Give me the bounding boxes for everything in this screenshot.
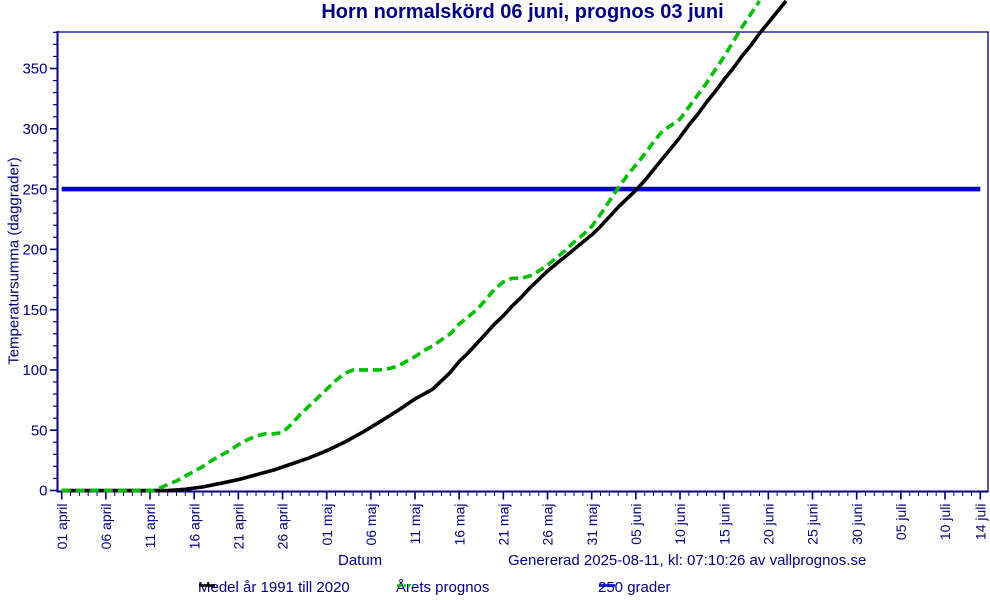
legend-item-forecast: Årets prognos [396,579,489,596]
svg-text:10 juni: 10 juni [672,504,688,545]
blue-line-swatch-icon [599,584,615,587]
y-axis-title: Temperatursumma (daggrader) [5,157,23,365]
svg-text:11 maj: 11 maj [407,504,423,545]
series-forecast-line [61,0,761,493]
svg-text:05 juli: 05 juli [893,504,909,541]
svg-text:06 maj: 06 maj [363,504,379,546]
svg-text:11 april: 11 april [142,504,158,549]
svg-text:150: 150 [22,302,47,319]
svg-text:06 april: 06 april [98,504,114,550]
svg-text:05 juni: 05 juni [628,504,644,545]
svg-text:250: 250 [22,181,47,198]
svg-text:16 april: 16 april [186,504,202,550]
legend-item-mean: Medel år 1991 till 2020 [198,579,350,596]
svg-text:30 juni: 30 juni [849,504,865,545]
green-dashed-line-swatch-icon [397,584,413,587]
svg-text:16 maj: 16 maj [451,504,467,546]
legend-label-forecast: Årets prognos [396,579,490,596]
svg-text:14 juli: 14 juli [973,504,989,541]
svg-text:15 juni: 15 juni [716,504,732,545]
svg-text:350: 350 [22,61,47,78]
svg-text:31 maj: 31 maj [584,504,600,546]
legend-item-threshold: 250 grader [598,579,671,596]
legend-label-threshold: 250 grader [598,579,671,596]
series-mean-line [61,0,788,493]
x-axis-title: Datum [338,552,383,569]
black-line-swatch-icon [199,584,215,587]
chart-title: Horn normalskörd 06 juni, prognos 03 jun… [321,1,724,23]
svg-text:01 maj: 01 maj [319,504,335,546]
svg-text:20 juni: 20 juni [761,504,777,545]
legend-label-mean: Medel år 1991 till 2020 [198,579,350,596]
svg-text:26 maj: 26 maj [540,504,556,546]
svg-text:300: 300 [22,121,47,138]
svg-text:21 maj: 21 maj [496,504,512,546]
svg-text:21 april: 21 april [231,504,247,550]
svg-text:26 april: 26 april [275,504,291,550]
generated-timestamp: Genererad 2025-08-11, kl: 07:10:26 av va… [508,552,867,569]
svg-text:200: 200 [22,242,47,259]
svg-text:01 april: 01 april [54,504,70,550]
svg-text:25 juni: 25 juni [805,504,821,545]
axes: 0 50 100 150 200 250 300 350 01 april 06 april 11 … [22,31,989,550]
svg-text:0: 0 [39,483,47,500]
svg-text:10 juli: 10 juli [937,504,953,541]
svg-text:100: 100 [22,362,47,379]
svg-text:50: 50 [31,422,48,439]
